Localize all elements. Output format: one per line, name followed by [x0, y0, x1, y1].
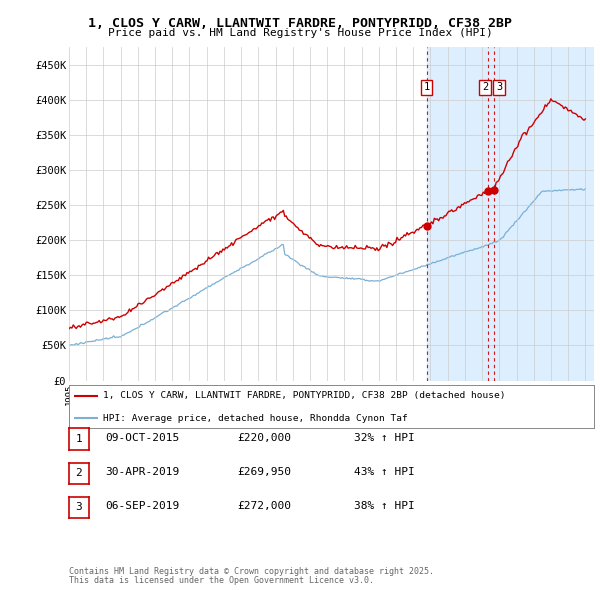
Text: This data is licensed under the Open Government Licence v3.0.: This data is licensed under the Open Gov… [69, 576, 374, 585]
Text: 2: 2 [76, 468, 82, 478]
Text: 3: 3 [496, 82, 502, 92]
Text: 06-SEP-2019: 06-SEP-2019 [105, 502, 179, 511]
Text: HPI: Average price, detached house, Rhondda Cynon Taf: HPI: Average price, detached house, Rhon… [103, 414, 408, 423]
Text: Price paid vs. HM Land Registry's House Price Index (HPI): Price paid vs. HM Land Registry's House … [107, 28, 493, 38]
Text: 1: 1 [424, 82, 430, 92]
Text: Contains HM Land Registry data © Crown copyright and database right 2025.: Contains HM Land Registry data © Crown c… [69, 568, 434, 576]
Text: £272,000: £272,000 [237, 502, 291, 511]
Bar [427, 47, 594, 381]
Text: 1, CLOS Y CARW, LLANTWIT FARDRE, PONTYPRIDD, CF38 2BP (detached house): 1, CLOS Y CARW, LLANTWIT FARDRE, PONTYPR… [103, 391, 506, 401]
Text: 38% ↑ HPI: 38% ↑ HPI [354, 502, 415, 511]
Text: 30-APR-2019: 30-APR-2019 [105, 467, 179, 477]
Text: 43% ↑ HPI: 43% ↑ HPI [354, 467, 415, 477]
Text: 1: 1 [76, 434, 82, 444]
Text: 3: 3 [76, 503, 82, 512]
Text: £269,950: £269,950 [237, 467, 291, 477]
Text: 32% ↑ HPI: 32% ↑ HPI [354, 433, 415, 442]
Text: 09-OCT-2015: 09-OCT-2015 [105, 433, 179, 442]
Text: 2: 2 [482, 82, 488, 92]
Text: 1, CLOS Y CARW, LLANTWIT FARDRE, PONTYPRIDD, CF38 2BP: 1, CLOS Y CARW, LLANTWIT FARDRE, PONTYPR… [88, 17, 512, 30]
Text: £220,000: £220,000 [237, 433, 291, 442]
